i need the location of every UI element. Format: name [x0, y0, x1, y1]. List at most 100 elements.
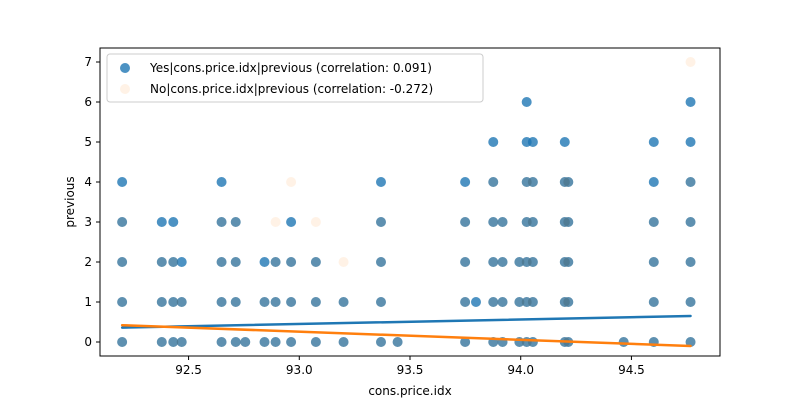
- data-point: [230, 337, 241, 347]
- data-point: [168, 297, 179, 307]
- data-point: [117, 297, 128, 307]
- data-point: [156, 337, 167, 347]
- y-tick-label: 1: [84, 295, 92, 309]
- data-point: [156, 217, 167, 227]
- data-point: [563, 297, 574, 307]
- data-point: [497, 217, 508, 227]
- data-point: [685, 297, 696, 307]
- data-point: [176, 257, 187, 267]
- data-point: [259, 297, 270, 307]
- data-point: [259, 257, 270, 267]
- data-point: [563, 257, 574, 267]
- data-point: [488, 177, 499, 187]
- x-tick-label: 93.0: [286, 363, 313, 377]
- data-point: [563, 177, 574, 187]
- data-point: [488, 257, 499, 267]
- data-point: [286, 257, 297, 267]
- data-point: [527, 217, 538, 227]
- y-tick-label: 6: [84, 95, 92, 109]
- data-point: [216, 337, 227, 347]
- data-point: [685, 57, 696, 67]
- data-point: [375, 217, 386, 227]
- data-point: [176, 337, 187, 347]
- data-point: [286, 337, 297, 347]
- data-point: [392, 337, 403, 347]
- data-point: [375, 337, 386, 347]
- data-point: [460, 297, 471, 307]
- data-point: [618, 337, 629, 347]
- series-0-points: [117, 97, 696, 347]
- data-point: [216, 177, 227, 187]
- data-point: [310, 297, 321, 307]
- data-point: [460, 337, 471, 347]
- data-point: [648, 177, 659, 187]
- x-tick-label: 93.5: [397, 363, 424, 377]
- data-point: [216, 217, 227, 227]
- data-point: [259, 297, 270, 307]
- data-point: [117, 217, 128, 227]
- data-point: [685, 97, 696, 107]
- data-point: [338, 297, 349, 307]
- data-point: [685, 337, 696, 347]
- data-point: [559, 217, 570, 227]
- data-point: [648, 297, 659, 307]
- data-point: [470, 297, 481, 307]
- data-point: [176, 337, 187, 347]
- data-point: [514, 297, 525, 307]
- data-point: [117, 257, 128, 267]
- data-point: [559, 257, 570, 267]
- data-point: [648, 257, 659, 267]
- y-tick-label: 2: [84, 255, 92, 269]
- legend: Yes|cons.price.idx|previous (correlation…: [106, 53, 484, 103]
- data-point: [514, 257, 525, 267]
- plot-content: [117, 57, 696, 348]
- x-tick-label: 94.0: [507, 363, 534, 377]
- data-point: [460, 297, 471, 307]
- data-point: [375, 337, 386, 347]
- data-point: [216, 297, 227, 307]
- data-point: [527, 137, 538, 147]
- data-point: [497, 217, 508, 227]
- data-point: [259, 337, 270, 347]
- data-point: [488, 217, 499, 227]
- data-point: [648, 297, 659, 307]
- data-point: [270, 257, 281, 267]
- data-point: [559, 177, 570, 187]
- y-tick-label: 0: [84, 335, 92, 349]
- data-point: [497, 257, 508, 267]
- series-0-trend-line: [120, 314, 692, 329]
- data-point: [527, 337, 538, 347]
- data-point: [559, 137, 570, 147]
- data-point: [527, 177, 538, 187]
- data-point: [310, 297, 321, 307]
- data-point: [259, 337, 270, 347]
- data-point: [488, 297, 499, 307]
- data-point: [117, 337, 128, 347]
- y-tick-label: 4: [84, 175, 92, 189]
- data-point: [168, 257, 179, 267]
- data-point: [685, 217, 696, 227]
- data-point: [563, 257, 574, 267]
- data-point: [685, 217, 696, 227]
- data-point: [310, 257, 321, 267]
- data-point: [117, 297, 128, 307]
- data-point: [514, 297, 525, 307]
- data-point: [117, 337, 128, 347]
- data-point: [240, 337, 251, 347]
- data-point: [375, 257, 386, 267]
- data-point: [527, 177, 538, 187]
- data-point: [286, 297, 297, 307]
- legend-marker-yes: [120, 63, 130, 73]
- data-point: [648, 217, 659, 227]
- data-point: [270, 217, 281, 227]
- data-point: [168, 337, 179, 347]
- data-point: [497, 297, 508, 307]
- data-point: [230, 297, 241, 307]
- data-point: [117, 257, 128, 267]
- data-point: [685, 297, 696, 307]
- data-point: [527, 217, 538, 227]
- data-point: [168, 257, 179, 267]
- data-point: [375, 257, 386, 267]
- legend-label-yes: Yes|cons.price.idx|previous (correlation…: [149, 61, 432, 75]
- y-axis-label: previous: [63, 176, 77, 227]
